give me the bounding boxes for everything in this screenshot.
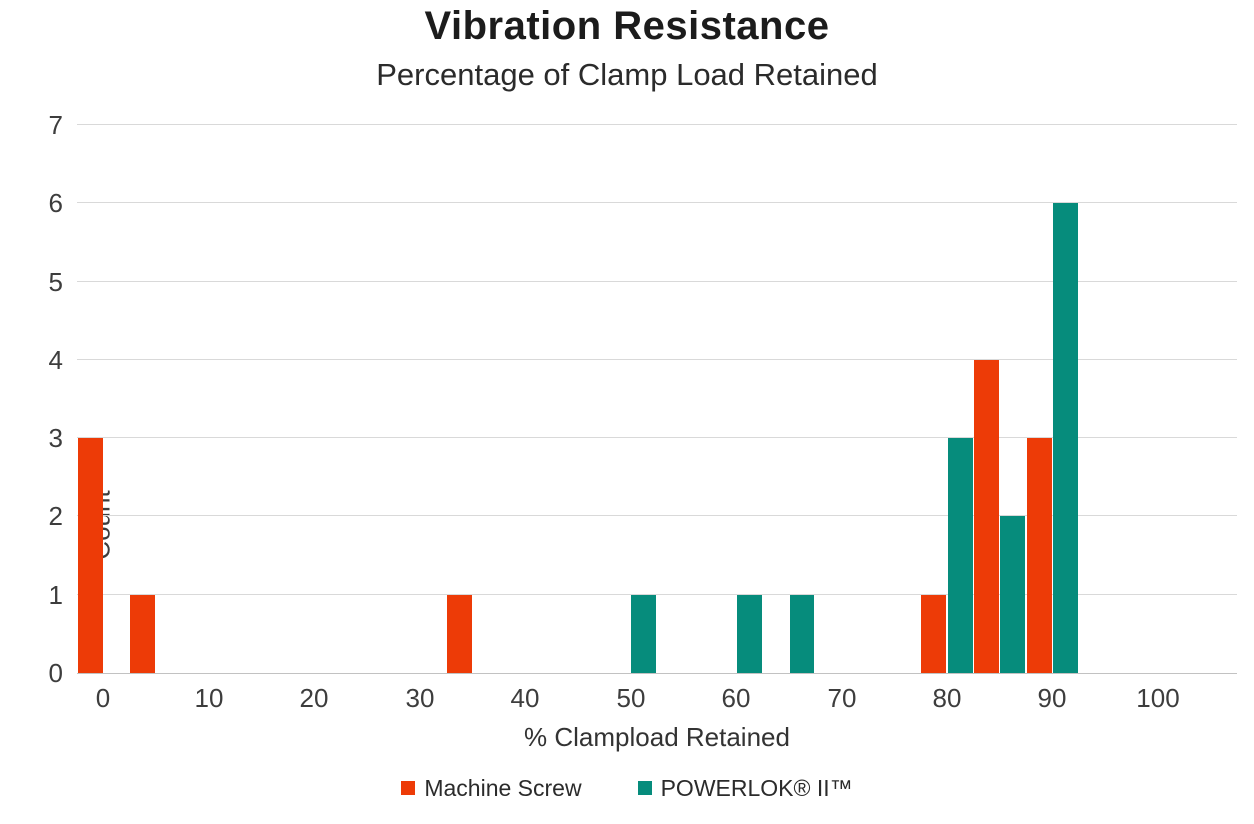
bar-powerlok-ii [1000,516,1026,673]
x-tick-label: 90 [1037,683,1067,713]
gridline [77,281,1237,282]
y-tick-label: 2 [48,501,63,531]
bar-machine-screw [130,594,156,673]
x-axis-line [77,673,1237,674]
legend-item-powerlok-ii: POWERLOK® II™ [637,774,853,802]
x-axis-title: % Clampload Retained [524,722,790,752]
legend: Machine Screw POWERLOK® II™ [0,774,1254,802]
gridline [77,437,1237,438]
gridline [77,124,1237,125]
bar-powerlok-ii [736,594,762,673]
legend-label: Machine Screw [424,774,582,801]
x-tick-label: 100 [1136,683,1180,713]
bar-machine-screw [77,438,103,673]
x-tick-label: 10 [194,683,224,713]
x-tick-label: 60 [721,683,751,713]
x-tick-label: 30 [405,683,435,713]
legend-swatch-icon [637,781,652,795]
x-tick-label: 20 [299,683,329,713]
y-tick-label: 4 [48,345,63,375]
bar-powerlok-ii [1053,203,1079,673]
chart-title: Vibration Resistance [424,4,830,48]
y-tick-label: 0 [48,658,63,688]
y-tick-label: 3 [48,423,63,453]
bar-machine-screw [446,594,472,673]
x-tick-label: 80 [932,683,962,713]
y-tick-label: 7 [48,110,63,140]
bar-machine-screw [921,594,947,673]
legend-label: POWERLOK® II™ [660,774,853,801]
y-tick-label: 1 [48,580,63,610]
gridline [77,515,1237,516]
gridline [77,594,1237,595]
x-tick-label: 50 [616,683,646,713]
x-tick-label: 70 [827,683,857,713]
bar-powerlok-ii [947,438,973,673]
x-tick-label: 40 [510,683,540,713]
legend-item-machine-screw: Machine Screw [401,774,582,802]
chart-subtitle: Percentage of Clamp Load Retained [376,57,878,92]
bar-powerlok-ii [789,594,815,673]
bar-powerlok-ii [631,594,657,673]
gridline [77,359,1237,360]
bar-machine-screw [1026,438,1052,673]
gridline [77,202,1237,203]
y-tick-label: 6 [48,188,63,218]
y-tick-label: 5 [48,267,63,297]
bar-machine-screw [974,359,999,673]
legend-swatch-icon [401,781,416,795]
x-tick-label: 0 [95,683,111,713]
